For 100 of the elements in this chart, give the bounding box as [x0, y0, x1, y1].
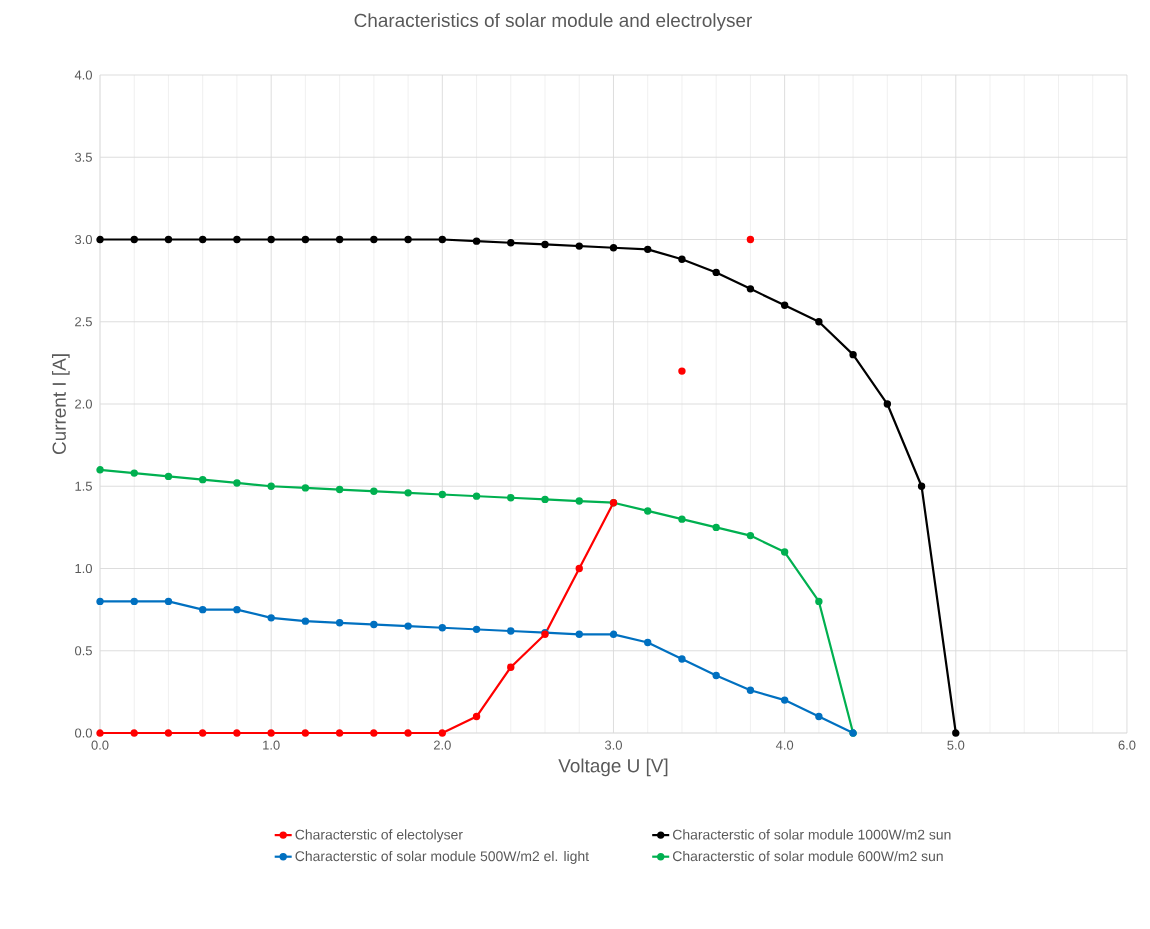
- point: [815, 712, 823, 721]
- point: [678, 367, 686, 375]
- point: [746, 285, 755, 293]
- point: [370, 620, 378, 629]
- point: [815, 597, 823, 606]
- point: [609, 630, 618, 639]
- point: [609, 244, 618, 252]
- point: [472, 237, 481, 245]
- point: [199, 235, 207, 244]
- point: [370, 235, 378, 244]
- point: [267, 482, 275, 490]
- point: [130, 235, 138, 244]
- point: [301, 235, 310, 244]
- point: [370, 729, 378, 737]
- x-tick-label: 6.0: [1118, 740, 1136, 750]
- point: [815, 318, 823, 326]
- point: [952, 729, 960, 737]
- point: [301, 729, 310, 737]
- legend-label: Characterstic of solar module 1000W/m2 sun: [673, 829, 951, 840]
- point: [438, 235, 447, 244]
- point: [438, 490, 447, 499]
- y-tick-label: 3.0: [74, 234, 92, 245]
- x-tick-label: 0.0: [91, 740, 109, 750]
- x-tick-label: 1.0: [263, 740, 280, 750]
- x-axis-title: Voltage U [V]: [558, 758, 668, 777]
- point: [541, 495, 549, 504]
- point: [199, 605, 207, 614]
- point: [130, 597, 138, 606]
- y-tick-label: 4.0: [74, 70, 92, 80]
- x-tick-label: 3.0: [604, 740, 622, 750]
- point: [644, 507, 652, 515]
- point: [541, 240, 549, 249]
- point: [267, 235, 275, 244]
- y-tick-label: 2.0: [75, 399, 92, 409]
- point: [917, 482, 926, 490]
- point: [712, 268, 720, 277]
- point: [96, 597, 104, 606]
- point: [575, 564, 583, 573]
- point: [404, 235, 412, 244]
- point: [164, 472, 173, 481]
- point: [199, 729, 207, 737]
- legend-label: Characterstic of solar module 600W/m2 sun: [673, 850, 943, 862]
- point: [164, 597, 173, 606]
- point: [335, 485, 344, 494]
- x-tick-label: 4.0: [775, 740, 794, 750]
- legend-label: Characterstic of electolyser: [295, 829, 463, 843]
- point: [472, 625, 481, 634]
- point: [130, 729, 138, 737]
- point: [96, 729, 104, 737]
- x-tick-label: 2.0: [433, 740, 451, 750]
- x-tick-label: 5.0: [947, 740, 965, 750]
- point: [335, 729, 344, 737]
- point: [370, 487, 378, 495]
- point: [883, 400, 892, 408]
- point: [233, 479, 241, 487]
- point: [96, 466, 104, 474]
- point: [267, 614, 275, 622]
- point: [678, 655, 686, 663]
- point: [712, 523, 720, 532]
- point: [438, 729, 447, 737]
- point: [404, 729, 412, 737]
- point: [644, 245, 652, 254]
- point: [678, 515, 686, 523]
- point: [644, 638, 652, 647]
- point: [780, 301, 789, 309]
- point: [130, 469, 138, 477]
- point: [746, 235, 755, 244]
- point: [199, 475, 207, 484]
- y-axis-title: Current I [A]: [52, 354, 70, 455]
- point: [301, 484, 310, 492]
- legend-label: Characterstic of solar module 500W/m2 el. light: [295, 850, 589, 864]
- point: [712, 671, 720, 680]
- point: [335, 619, 344, 627]
- point: [575, 630, 583, 639]
- point: [164, 235, 173, 244]
- point: [233, 235, 241, 244]
- point: [267, 729, 275, 737]
- point: [849, 350, 857, 359]
- y-tick-label: 3.5: [74, 152, 92, 162]
- point: [746, 686, 755, 694]
- chart-title: Characteristics of solar module and electrolyser: [354, 13, 752, 31]
- point: [678, 255, 686, 263]
- point: [96, 235, 104, 244]
- point: [575, 497, 583, 505]
- point: [780, 548, 789, 556]
- point: [472, 712, 481, 721]
- y-tick-label: 0.5: [74, 646, 92, 656]
- point: [404, 622, 412, 630]
- point: [233, 605, 241, 614]
- point: [233, 729, 241, 737]
- point: [472, 492, 481, 500]
- point: [335, 235, 344, 244]
- y-tick-label: 2.5: [75, 317, 92, 327]
- y-tick-label: 0.0: [74, 728, 92, 738]
- point: [438, 624, 447, 632]
- point: [507, 494, 515, 502]
- y-tick-label: 1.5: [75, 481, 92, 491]
- point: [780, 696, 789, 704]
- point: [507, 663, 515, 671]
- point: [575, 242, 583, 250]
